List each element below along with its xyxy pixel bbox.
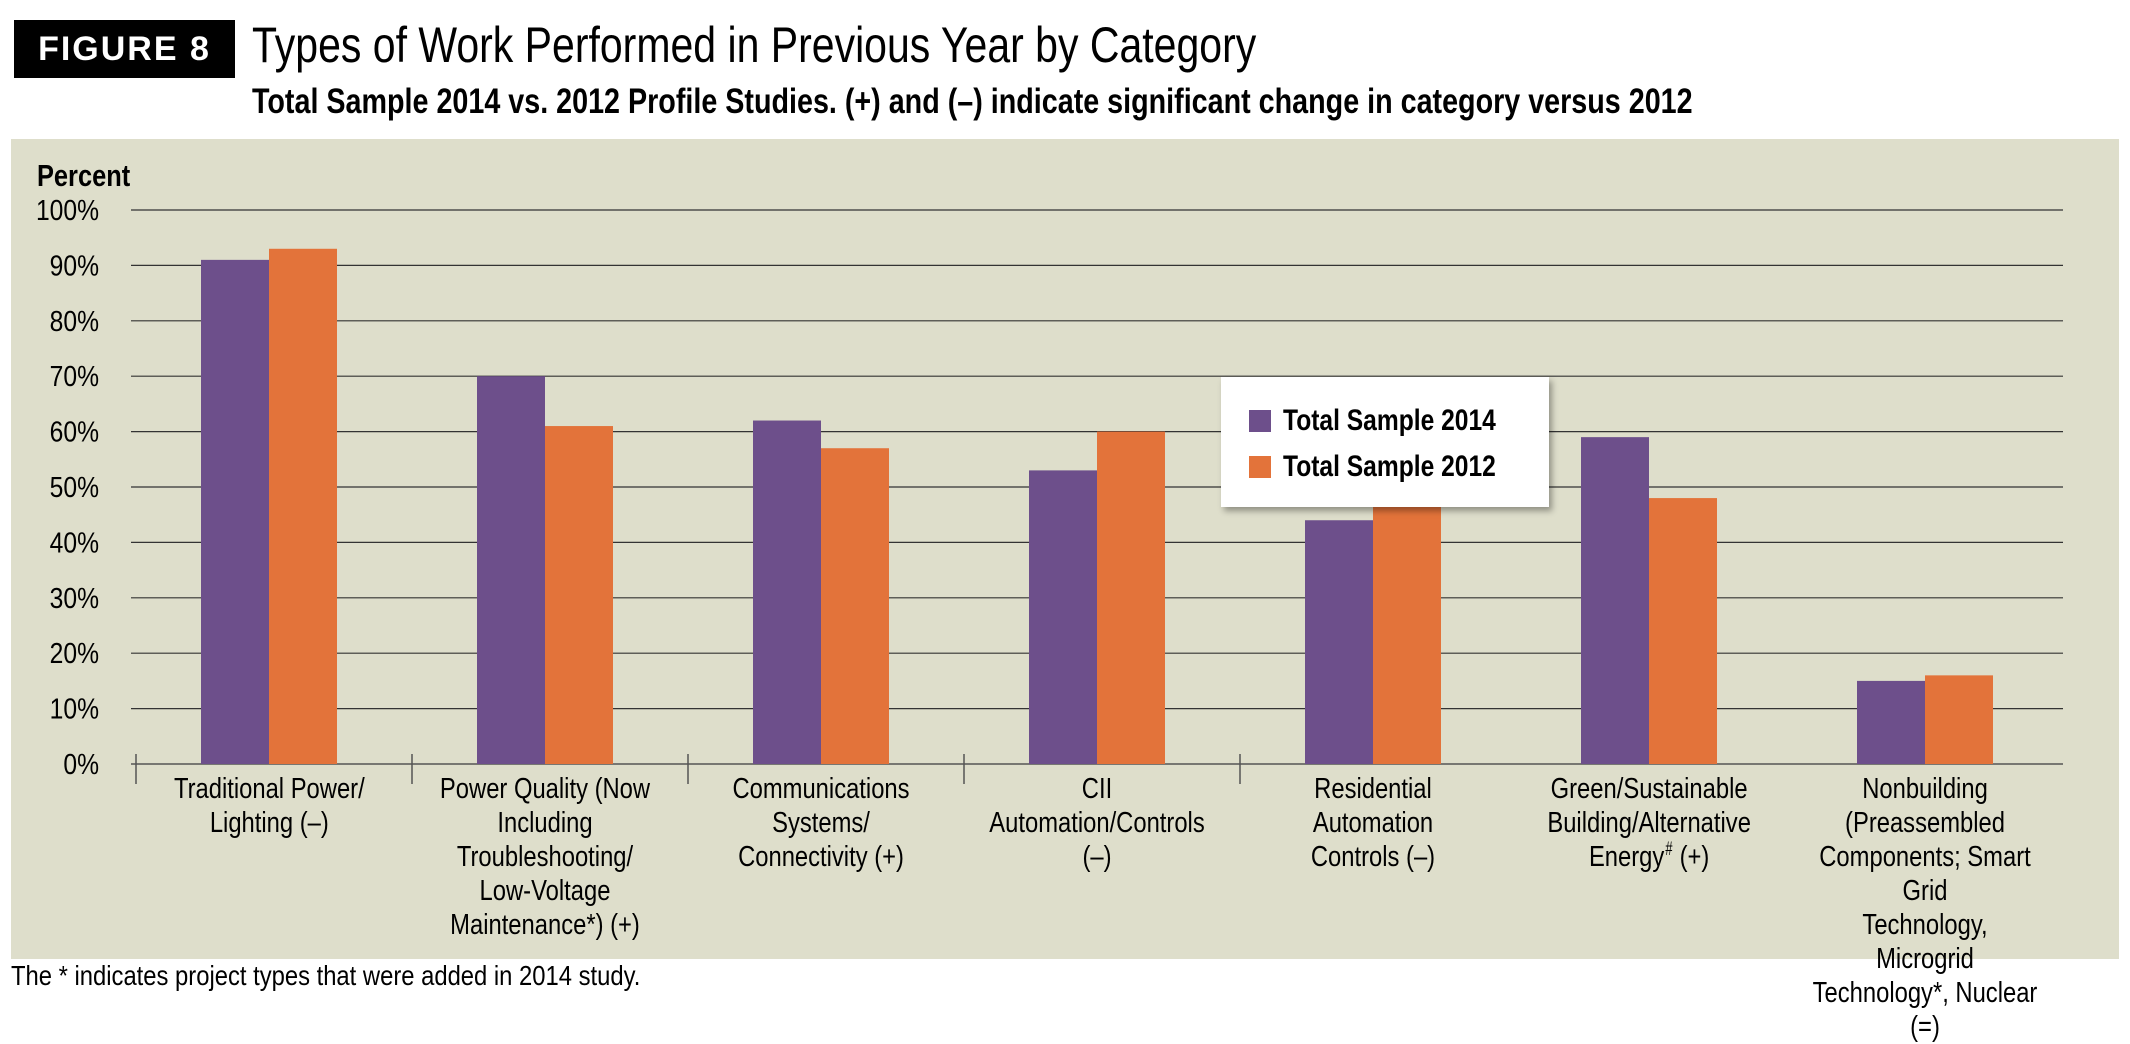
y-tick-label: 10% [50, 693, 99, 725]
bar-2014 [477, 376, 545, 764]
y-tick-label: 20% [50, 637, 99, 669]
legend-item-2014: Total Sample 2014 [1249, 401, 1543, 441]
legend-swatch-2014 [1249, 410, 1271, 432]
chart-subtitle: Total Sample 2014 vs. 2012 Profile Studi… [252, 82, 1693, 122]
bar-2014 [201, 260, 269, 764]
bar-2012 [545, 426, 613, 764]
bar-2014 [753, 421, 821, 764]
y-tick-label: 90% [50, 250, 99, 282]
x-category-label: Nonbuilding(PreassembledComponents; Smar… [1787, 772, 2063, 1044]
footnote: The * indicates project types that were … [11, 960, 640, 992]
y-tick-label: 0% [63, 748, 99, 780]
x-category-label: Power Quality (NowIncluding Troubleshoot… [407, 772, 683, 942]
bar-2012 [269, 249, 337, 764]
bar-2014 [1857, 681, 1925, 764]
bar-2014 [1029, 470, 1097, 764]
x-category-label: Residential AutomationControls (–) [1235, 772, 1511, 874]
x-category-label: Traditional Power/Lighting (–) [131, 772, 407, 840]
y-tick-label: 100% [36, 194, 99, 226]
y-tick-label: 40% [50, 527, 99, 559]
figure-badge: FIGURE 8 [14, 20, 235, 78]
legend-label-2012: Total Sample 2012 [1283, 450, 1496, 484]
y-tick-label: 80% [50, 305, 99, 337]
y-tick-label: 70% [50, 360, 99, 392]
chart-title: Types of Work Performed in Previous Year… [252, 16, 1256, 74]
bar-2012 [1373, 481, 1441, 764]
bar-2012 [1925, 675, 1993, 764]
legend-label-2014: Total Sample 2014 [1283, 404, 1496, 438]
bar-2012 [821, 448, 889, 764]
y-tick-label: 60% [50, 416, 99, 448]
y-axis-title: Percent [37, 159, 131, 194]
x-category-label: CII Automation/Controls(–) [959, 772, 1235, 874]
y-tick-label: 30% [50, 582, 99, 614]
bar-2014 [1305, 520, 1373, 764]
bar-2012 [1649, 498, 1717, 764]
legend-item-2012: Total Sample 2012 [1249, 447, 1543, 487]
legend-swatch-2012 [1249, 456, 1271, 478]
bar-2012 [1097, 432, 1165, 764]
chart-legend: Total Sample 2014 Total Sample 2012 [1221, 377, 1549, 507]
x-category-label: Communications Systems/Connectivity (+) [683, 772, 959, 874]
chart-panel: Percent 0% 10% 20% 30% 40% 50% 60% 70% 80% 90% 100%… [11, 139, 2119, 959]
bar-2014 [1581, 437, 1649, 764]
y-tick-label: 50% [50, 471, 99, 503]
x-category-label: Green/SustainableBuilding/AlternativeEne… [1511, 772, 1787, 874]
